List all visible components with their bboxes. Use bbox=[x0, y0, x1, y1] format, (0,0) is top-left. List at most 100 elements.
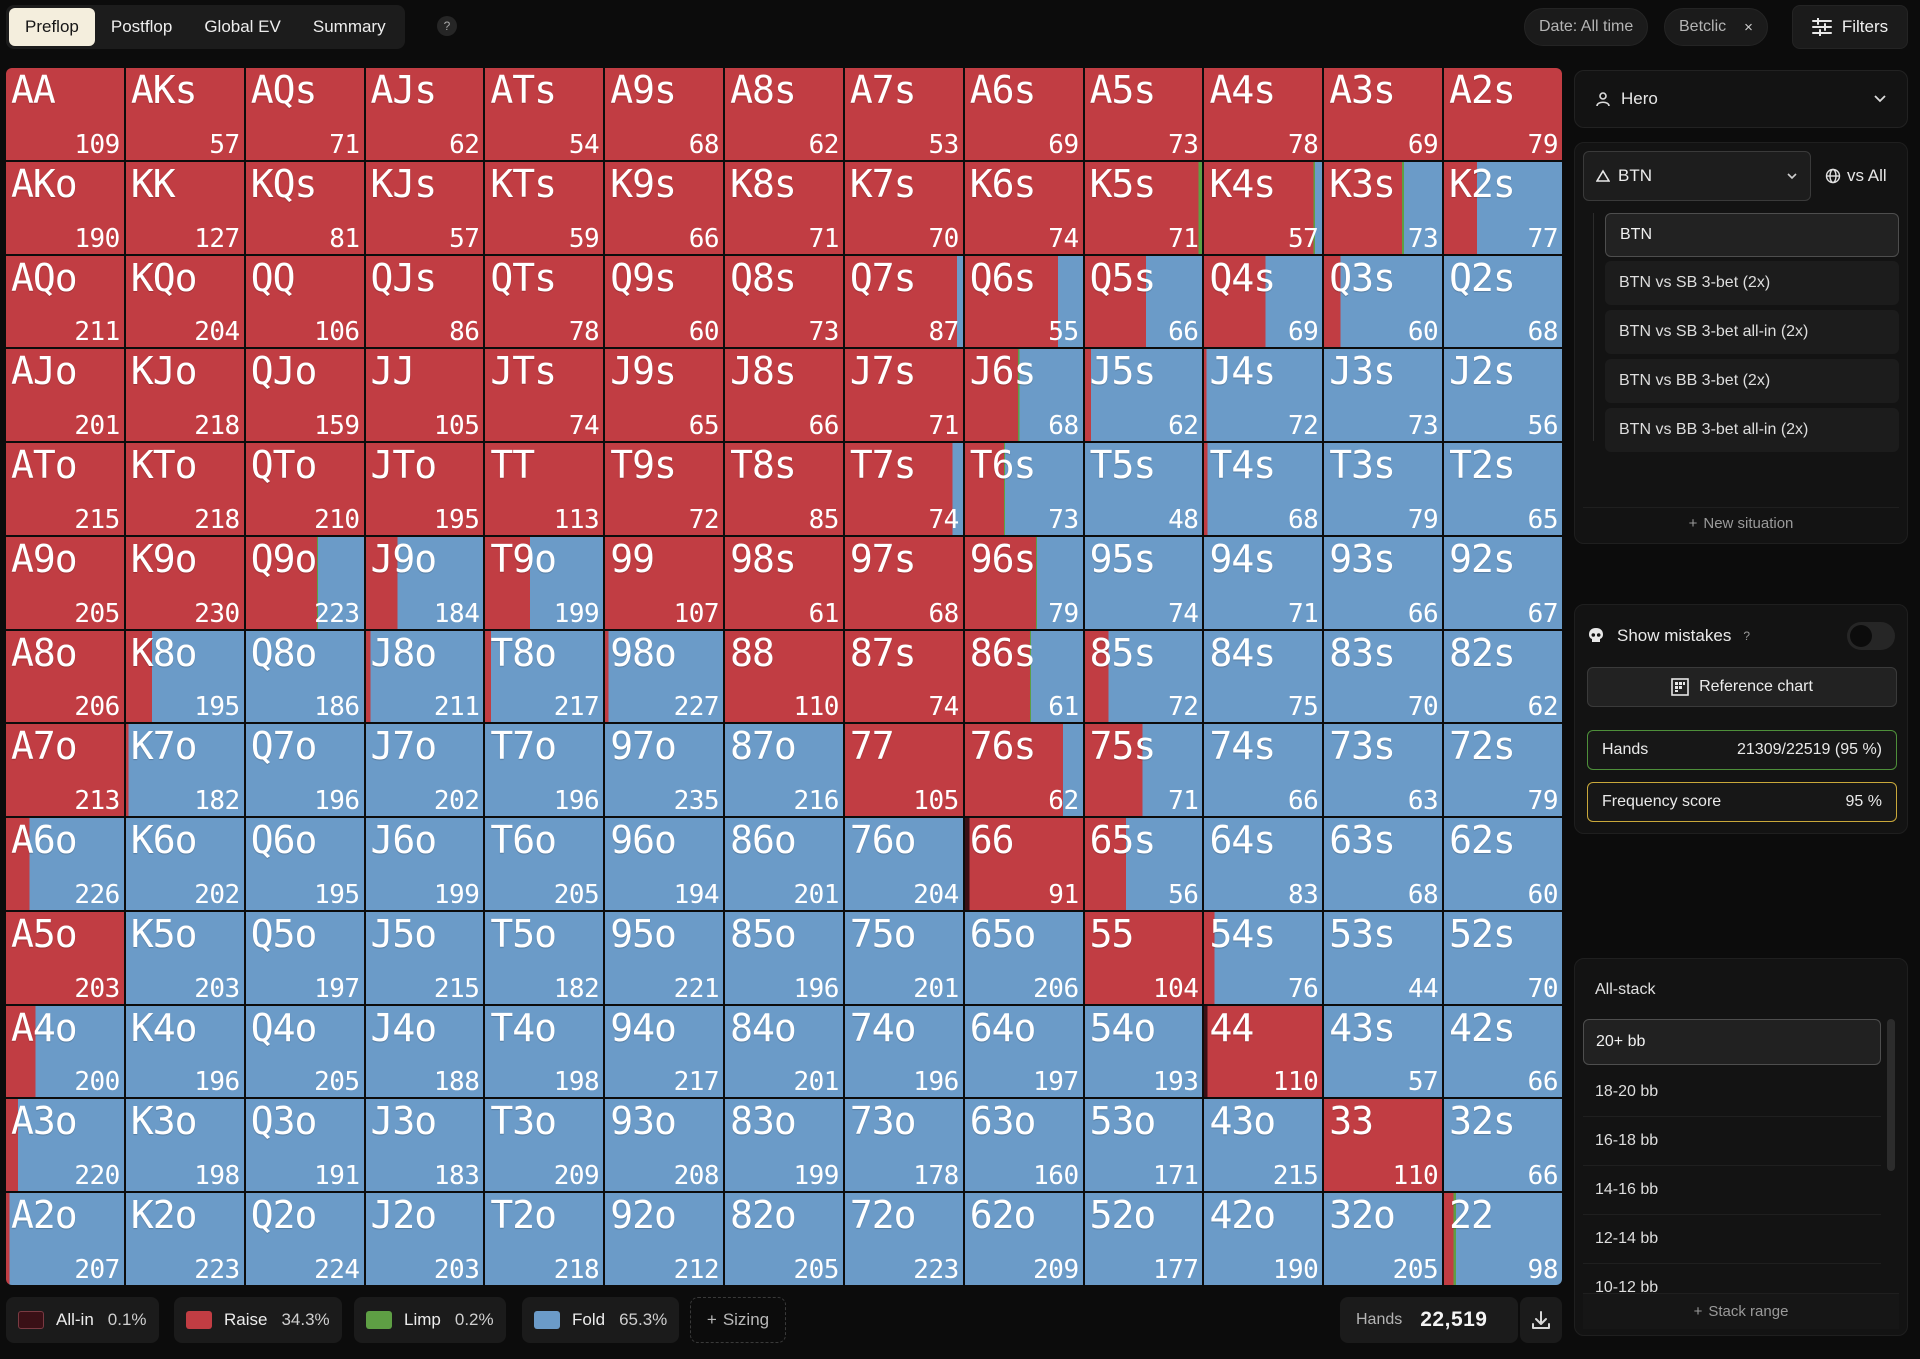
hand-cell[interactable]: T7o 196 bbox=[485, 724, 604, 817]
hand-cell[interactable]: 54s 76 bbox=[1204, 911, 1323, 1004]
hand-cell[interactable]: 85s 72 bbox=[1084, 630, 1203, 723]
hand-cell[interactable]: ATs 54 bbox=[485, 68, 604, 160]
hand-cell[interactable]: 99 107 bbox=[605, 536, 724, 629]
stack-item[interactable]: 12-14 bb bbox=[1595, 1230, 1659, 1247]
tab-postflop[interactable]: Postflop bbox=[110, 17, 173, 36]
hand-cell[interactable]: 52o 177 bbox=[1084, 1193, 1203, 1285]
hand-cell[interactable]: KK 127 bbox=[125, 161, 244, 254]
hand-cell[interactable]: 76o 204 bbox=[844, 818, 963, 910]
hand-cell[interactable]: 32s 66 bbox=[1444, 1099, 1562, 1192]
hand-cell[interactable]: 64s 83 bbox=[1204, 818, 1323, 910]
stack-range-button[interactable]: + Stack range bbox=[1583, 1293, 1899, 1329]
add-sizing-button[interactable]: + Sizing bbox=[690, 1297, 786, 1343]
hand-cell[interactable]: A7s 53 bbox=[844, 68, 963, 160]
hand-cell[interactable]: 85o 196 bbox=[725, 911, 843, 1004]
hand-cell[interactable]: A8s 62 bbox=[725, 68, 843, 160]
position-select[interactable]: BTN bbox=[1583, 151, 1811, 201]
hand-cell[interactable]: Q6o 195 bbox=[245, 818, 364, 910]
reference-chart-button[interactable]: Reference chart bbox=[1587, 667, 1897, 707]
hand-cell[interactable]: 87s 74 bbox=[844, 630, 963, 723]
tab-preflop[interactable]: Preflop bbox=[9, 8, 95, 46]
situation-item[interactable]: BTN vs SB 3-bet (2x) bbox=[1605, 261, 1899, 305]
hand-cell[interactable]: JJ 105 bbox=[365, 349, 484, 442]
hand-cell[interactable]: 94s 71 bbox=[1204, 536, 1323, 629]
hand-cell[interactable]: Q9o 223 bbox=[245, 536, 364, 629]
hand-cell[interactable]: 92o 212 bbox=[605, 1193, 724, 1285]
hand-cell[interactable]: Q5o 197 bbox=[245, 911, 364, 1004]
hand-cell[interactable]: A5o 203 bbox=[6, 911, 124, 1004]
hand-cell[interactable]: K5o 203 bbox=[125, 911, 244, 1004]
hand-cell[interactable]: 97s 68 bbox=[844, 536, 963, 629]
hand-cell[interactable]: T2o 218 bbox=[485, 1193, 604, 1285]
hand-cell[interactable]: 63o 160 bbox=[964, 1099, 1083, 1192]
hand-cell[interactable]: 32o 205 bbox=[1324, 1193, 1443, 1285]
hand-cell[interactable]: KQs 81 bbox=[245, 161, 364, 254]
help-icon[interactable]: ? bbox=[437, 16, 457, 36]
download-button[interactable] bbox=[1520, 1297, 1562, 1343]
hand-cell[interactable]: T5o 182 bbox=[485, 911, 604, 1004]
hand-cell[interactable]: Q4s 69 bbox=[1204, 255, 1323, 348]
hand-cell[interactable]: J9s 65 bbox=[605, 349, 724, 442]
hand-cell[interactable]: KTo 218 bbox=[125, 443, 244, 535]
hand-cell[interactable]: A3s 69 bbox=[1324, 68, 1443, 160]
hand-cell[interactable]: KJs 57 bbox=[365, 161, 484, 254]
hand-cell[interactable]: J4s 72 bbox=[1204, 349, 1323, 442]
hand-cell[interactable]: T6s 73 bbox=[964, 443, 1083, 535]
stack-item[interactable]: 18-20 bb bbox=[1595, 1083, 1659, 1100]
hand-cell[interactable]: Q5s 66 bbox=[1084, 255, 1203, 348]
stack-item[interactable]: 14-16 bb bbox=[1595, 1181, 1659, 1198]
stack-item[interactable]: 10-12 bb bbox=[1595, 1279, 1659, 1296]
hand-cell[interactable]: J8s 66 bbox=[725, 349, 843, 442]
hand-cell[interactable]: K2s 77 bbox=[1444, 161, 1562, 254]
hand-cell[interactable]: 93s 66 bbox=[1324, 536, 1443, 629]
hand-cell[interactable]: 93o 208 bbox=[605, 1099, 724, 1192]
hand-cell[interactable]: 42s 66 bbox=[1444, 1005, 1562, 1098]
hand-cell[interactable]: A8o 206 bbox=[6, 630, 124, 723]
hand-cell[interactable]: K4s 57 bbox=[1204, 161, 1323, 254]
hand-cell[interactable]: 43s 57 bbox=[1324, 1005, 1443, 1098]
hand-cell[interactable]: 97o 235 bbox=[605, 724, 724, 817]
hand-cell[interactable]: 66 91 bbox=[964, 818, 1083, 910]
hand-cell[interactable]: K9s 66 bbox=[605, 161, 724, 254]
hand-cell[interactable]: 96s 79 bbox=[964, 536, 1083, 629]
hand-cell[interactable]: Q2s 68 bbox=[1444, 255, 1562, 348]
situation-item[interactable]: BTN vs BB 3-bet all-in (2x) bbox=[1605, 408, 1899, 452]
hand-cell[interactable]: 82o 205 bbox=[725, 1193, 843, 1285]
hand-cell[interactable]: ATo 215 bbox=[6, 443, 124, 535]
hand-cell[interactable]: K6o 202 bbox=[125, 818, 244, 910]
hand-cell[interactable]: Q8s 73 bbox=[725, 255, 843, 348]
hand-cell[interactable]: QTo 210 bbox=[245, 443, 364, 535]
site-filter-chip[interactable]: Betclic × bbox=[1664, 8, 1768, 46]
hand-cell[interactable]: A2o 207 bbox=[6, 1193, 124, 1285]
hand-cell[interactable]: J7o 202 bbox=[365, 724, 484, 817]
hand-cell[interactable]: 75o 201 bbox=[844, 911, 963, 1004]
hand-cell[interactable]: 94o 217 bbox=[605, 1005, 724, 1098]
hand-cell[interactable]: T6o 205 bbox=[485, 818, 604, 910]
hand-cell[interactable]: 44 110 bbox=[1204, 1005, 1323, 1098]
hand-cell[interactable]: AQs 71 bbox=[245, 68, 364, 160]
hand-cell[interactable]: 84o 201 bbox=[725, 1005, 843, 1098]
hand-cell[interactable]: 52s 70 bbox=[1444, 911, 1562, 1004]
hand-cell[interactable]: 73o 178 bbox=[844, 1099, 963, 1192]
hand-cell[interactable]: 55 104 bbox=[1084, 911, 1203, 1004]
hand-cell[interactable]: Q8o 186 bbox=[245, 630, 364, 723]
hand-cell[interactable]: A5s 73 bbox=[1084, 68, 1203, 160]
date-filter-chip[interactable]: Date: All time bbox=[1524, 8, 1649, 46]
hand-cell[interactable]: A9o 205 bbox=[6, 536, 124, 629]
hand-cell[interactable]: QJo 159 bbox=[245, 349, 364, 442]
hand-cell[interactable]: 96o 194 bbox=[605, 818, 724, 910]
hand-cell[interactable]: A7o 213 bbox=[6, 724, 124, 817]
hand-cell[interactable]: Q3s 60 bbox=[1324, 255, 1443, 348]
hand-cell[interactable]: 76s 62 bbox=[964, 724, 1083, 817]
hand-cell[interactable]: TT 113 bbox=[485, 443, 604, 535]
hand-cell[interactable]: 64o 197 bbox=[964, 1005, 1083, 1098]
hand-cell[interactable]: A4s 78 bbox=[1204, 68, 1323, 160]
hand-cell[interactable]: Q6s 55 bbox=[964, 255, 1083, 348]
hand-cell[interactable]: K7s 70 bbox=[844, 161, 963, 254]
hand-cell[interactable]: J6s 68 bbox=[964, 349, 1083, 442]
hand-cell[interactable]: A9s 68 bbox=[605, 68, 724, 160]
hand-cell[interactable]: 95s 74 bbox=[1084, 536, 1203, 629]
hand-cell[interactable]: Q7o 196 bbox=[245, 724, 364, 817]
hand-cell[interactable]: K7o 182 bbox=[125, 724, 244, 817]
hand-cell[interactable]: A6o 226 bbox=[6, 818, 124, 910]
